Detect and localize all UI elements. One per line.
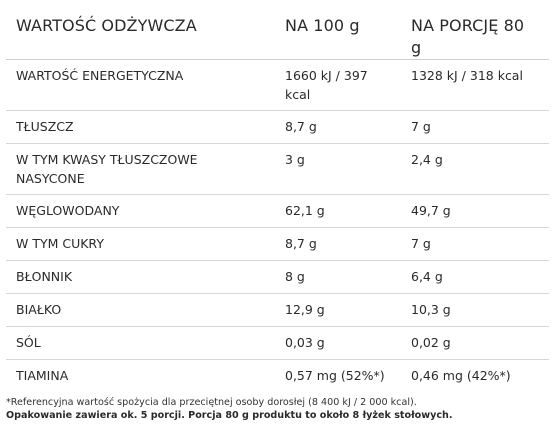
value-per-portion: 49,7 g [401, 194, 549, 228]
value-per-portion: 0,46 mg (42%*) [411, 368, 511, 383]
nutrient-name: TIAMINA [16, 368, 69, 383]
reference-intake-note: *Referencyjna wartość spożycia dla przec… [6, 397, 417, 408]
value-per-portion: 7 g [401, 110, 549, 144]
nutrient-name: BIAŁKO [6, 293, 275, 327]
value-per-portion: 10,3 g [401, 293, 549, 327]
value-per-100g: 0,57 mg (52%*) [285, 368, 385, 383]
value-per-100g: 12,9 g [275, 293, 401, 327]
value-per-100g: 0,03 g [275, 326, 401, 360]
table-row-thiamine: TIAMINA 0,57 mg (52%*) 0,46 mg (42%*) [6, 360, 549, 390]
table-row-salt: SÓL 0,03 g 0,02 g [6, 326, 549, 360]
nutrient-name: BŁONNIK [6, 260, 275, 294]
header-nutritional-value: WARTOŚĆ ODŻYWCZA [6, 0, 275, 60]
value-per-100g: 1660 kJ / 397 kcal [275, 59, 401, 111]
packaging-note: Opakowanie zawiera ok. 5 porcji. Porcja … [6, 410, 453, 421]
nutrient-name: W TYM KWASY TŁUSZCZOWE NASYCONE [6, 143, 275, 195]
value-per-100g: 8 g [275, 260, 401, 294]
table-header-row: WARTOŚĆ ODŻYWCZA NA 100 g NA PORCJĘ 80 g [6, 0, 549, 60]
table-row-energy: WARTOŚĆ ENERGETYCZNA 1660 kJ / 397 kcal … [6, 59, 549, 111]
table-row-sugars: W TYM CUKRY 8,7 g 7 g [6, 227, 549, 261]
value-per-100g: 62,1 g [275, 194, 401, 228]
header-per-portion: NA PORCJĘ 80 g [401, 0, 549, 60]
value-per-100g: 3 g [275, 143, 401, 195]
value-per-portion: 1328 kJ / 318 kcal [401, 59, 549, 111]
nutrient-name: WĘGLOWODANY [6, 194, 275, 228]
table-row-saturated-fat: W TYM KWASY TŁUSZCZOWE NASYCONE 3 g 2,4 … [6, 143, 549, 195]
value-per-100g: 8,7 g [275, 110, 401, 144]
table-row-fibre: BŁONNIK 8 g 6,4 g [6, 260, 549, 294]
table-row-protein: BIAŁKO 12,9 g 10,3 g [6, 293, 549, 327]
nutrient-name: SÓL [6, 326, 275, 360]
value-per-100g: 8,7 g [275, 227, 401, 261]
footnotes: *Referencyjna wartość spożycia dla przec… [6, 396, 551, 422]
nutrient-name: TŁUSZCZ [6, 110, 275, 144]
header-per-100g: NA 100 g [275, 0, 401, 60]
value-per-portion: 7 g [401, 227, 549, 261]
table-row-carbohydrates: WĘGLOWODANY 62,1 g 49,7 g [6, 194, 549, 228]
table-row-fat: TŁUSZCZ 8,7 g 7 g [6, 110, 549, 144]
value-per-portion: 2,4 g [401, 143, 549, 195]
value-per-portion: 6,4 g [401, 260, 549, 294]
value-per-portion: 0,02 g [401, 326, 549, 360]
nutrition-table: WARTOŚĆ ODŻYWCZA NA 100 g NA PORCJĘ 80 g… [6, 0, 549, 390]
nutrient-name: W TYM CUKRY [6, 227, 275, 261]
nutrient-name: WARTOŚĆ ENERGETYCZNA [6, 59, 275, 111]
